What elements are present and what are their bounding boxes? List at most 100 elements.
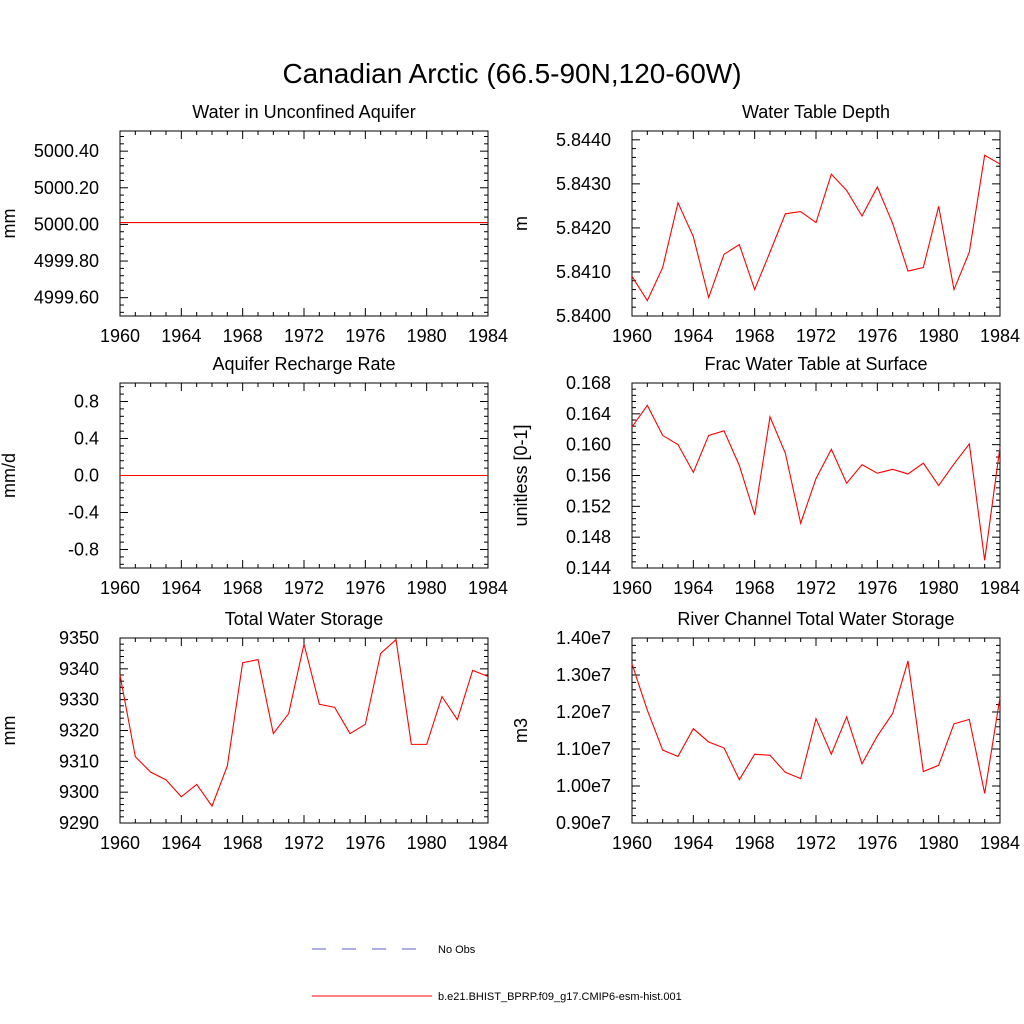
y-tick-label: 0.4 [74, 429, 99, 449]
y-tick-label: 4999.60 [34, 288, 99, 308]
x-tick-label: 1964 [673, 578, 713, 598]
y-tick-label: 5000.40 [34, 141, 99, 161]
y-tick-label: 9350 [59, 628, 99, 648]
panel-water-unconfined-aquifer: Water in Unconfined Aquifer mm 1960 1964 196… [0, 102, 508, 346]
panel-title: River Channel Total Water Storage [677, 609, 954, 629]
x-tick-label: 1960 [100, 326, 140, 346]
x-tick-label: 1968 [735, 326, 775, 346]
y-tick-label: 9300 [59, 782, 99, 802]
panel-title: Frac Water Table at Surface [704, 354, 927, 374]
x-tick-label: 1984 [980, 578, 1020, 598]
y-tick-label: 5000.20 [34, 178, 99, 198]
x-tick-label: 1972 [796, 326, 836, 346]
x-tick-label: 1960 [100, 578, 140, 598]
x-tick-label: 1984 [468, 833, 508, 853]
y-axis-label: m3 [511, 718, 531, 743]
y-tick-label: 0.156 [566, 466, 611, 486]
x-tick-label: 1972 [284, 326, 324, 346]
y-tick-label: 5.8440 [556, 130, 611, 150]
x-tick-label: 1976 [345, 578, 385, 598]
y-tick-label: 5.8430 [556, 174, 611, 194]
panel-total-water-storage: Total Water Storage mm 1960 1964 1968 1972 197… [0, 609, 508, 853]
series-line [631, 660, 1001, 794]
y-tick-label: 0.0 [74, 466, 99, 486]
x-tick-label: 1980 [407, 326, 447, 346]
x-tick-label: 1976 [345, 326, 385, 346]
x-tick-label: 1964 [673, 326, 713, 346]
y-tick-label: 0.160 [566, 435, 611, 455]
panel-title: Water Table Depth [742, 102, 890, 122]
panel-title: Total Water Storage [225, 609, 383, 629]
x-tick-label: 1968 [223, 326, 263, 346]
x-tick-label: 1964 [161, 578, 201, 598]
y-tick-label: 0.164 [566, 404, 611, 424]
y-tick-label: 1.10e7 [556, 739, 611, 759]
x-tick-label: 1980 [919, 833, 959, 853]
x-tick-label: 1984 [468, 578, 508, 598]
x-tick-label: 1972 [796, 833, 836, 853]
series-line [119, 638, 489, 808]
x-tick-label: 1972 [796, 578, 836, 598]
y-axis-label: mm/d [0, 453, 19, 498]
panel-title: Aquifer Recharge Rate [212, 354, 395, 374]
panel-water-table-depth: Water Table Depth m 1960 1964 1968 1972 1976 19… [511, 102, 1020, 346]
y-tick-label: 0.8 [74, 392, 99, 412]
y-tick-label: 0.90e7 [556, 813, 611, 833]
y-axis-label: mm [0, 209, 19, 239]
x-tick-label: 1984 [980, 326, 1020, 346]
x-tick-label: 1972 [284, 833, 324, 853]
x-tick-label: 1964 [161, 833, 201, 853]
x-tick-label: 1984 [468, 326, 508, 346]
legend-label-model: b.e21.BHIST_BPRP.f09_g17.CMIP6-esm-hist.… [438, 991, 682, 1003]
legend: No Obs b.e21.BHIST_BPRP.f09_g17.CMIP6-es… [312, 944, 682, 1003]
x-tick-label: 1980 [407, 833, 447, 853]
y-tick-label: 0.148 [566, 527, 611, 547]
y-tick-label: 5.8410 [556, 262, 611, 282]
y-axis-label: unitless [0-1] [511, 424, 531, 526]
y-tick-label: 4999.80 [34, 251, 99, 271]
x-tick-label: 1980 [919, 326, 959, 346]
x-tick-label: 1968 [223, 833, 263, 853]
y-tick-label: 9310 [59, 751, 99, 771]
y-tick-label: 5.8400 [556, 306, 611, 326]
series-line [631, 404, 1001, 561]
x-tick-label: 1976 [857, 326, 897, 346]
x-tick-label: 1984 [980, 833, 1020, 853]
series-line [631, 154, 1001, 302]
y-tick-label: 9290 [59, 813, 99, 833]
panel-title: Water in Unconfined Aquifer [192, 102, 415, 122]
x-tick-label: 1960 [100, 833, 140, 853]
plot-frame [631, 382, 1001, 569]
y-tick-label: 5000.00 [34, 214, 99, 234]
x-tick-label: 1960 [612, 833, 652, 853]
panel-aquifer-recharge-rate: Aquifer Recharge Rate mm/d 1960 1964 1968 197… [0, 354, 508, 598]
legend-label-no-obs: No Obs [438, 944, 476, 956]
y-axis-label: mm [0, 716, 19, 746]
x-tick-label: 1980 [919, 578, 959, 598]
x-tick-label: 1976 [345, 833, 385, 853]
y-tick-label: 0.168 [566, 373, 611, 393]
plot-frame [119, 637, 489, 824]
x-tick-label: 1972 [284, 578, 324, 598]
y-tick-label: 1.20e7 [556, 702, 611, 722]
y-tick-label: -0.4 [68, 503, 99, 523]
y-tick-label: 9330 [59, 690, 99, 710]
y-tick-label: 9320 [59, 721, 99, 741]
x-tick-label: 1964 [673, 833, 713, 853]
y-tick-label: 1.30e7 [556, 665, 611, 685]
y-tick-label: -0.8 [68, 540, 99, 560]
x-tick-label: 1960 [612, 578, 652, 598]
y-tick-label: 1.40e7 [556, 628, 611, 648]
panel-river-channel-storage: River Channel Total Water Storage m3 1960 1… [511, 609, 1020, 853]
figure-title: Canadian Arctic (66.5-90N,120-60W) [282, 58, 741, 89]
x-tick-label: 1968 [223, 578, 263, 598]
x-tick-label: 1960 [612, 326, 652, 346]
panel-frac-water-table-surface: Frac Water Table at Surface unitless [0-1… [511, 354, 1020, 598]
plot-frame [631, 637, 1001, 824]
y-tick-label: 9340 [59, 659, 99, 679]
plot-frame [119, 130, 489, 317]
y-tick-label: 1.00e7 [556, 776, 611, 796]
y-tick-label: 0.144 [566, 558, 611, 578]
x-tick-label: 1976 [857, 578, 897, 598]
